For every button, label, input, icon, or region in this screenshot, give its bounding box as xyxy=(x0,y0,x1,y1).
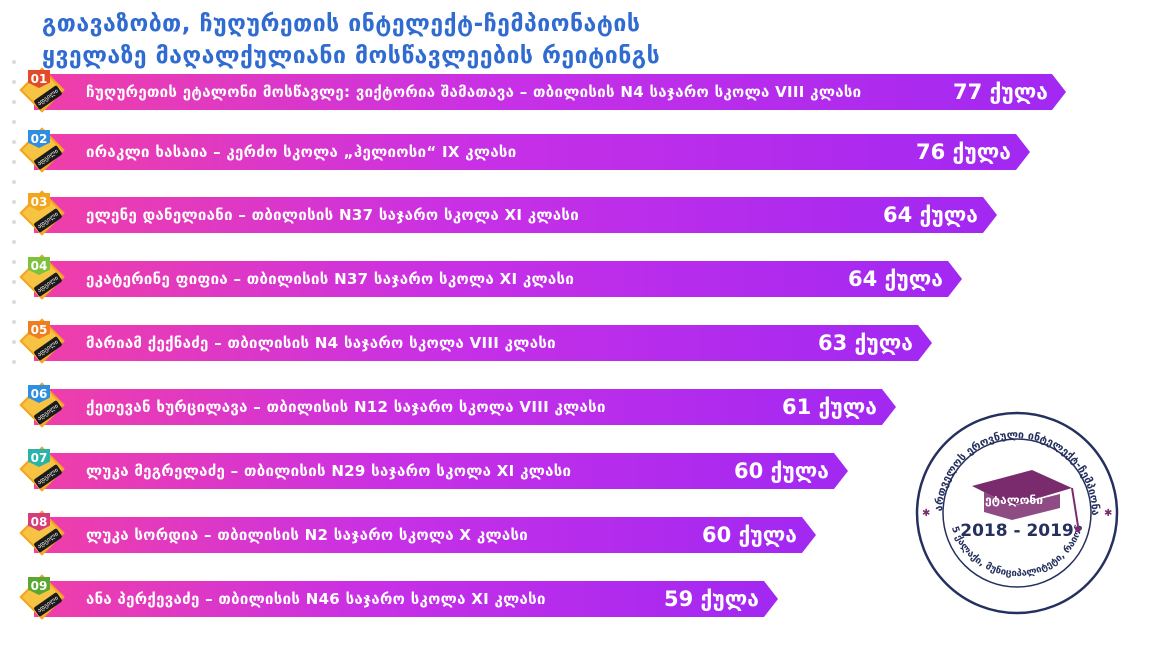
ranking-row: 06 ადგილი ქეთევან ხურცილავა – თბილისის N12… xyxy=(0,382,912,431)
student-score: 64 ქულა xyxy=(848,267,943,291)
rank-number: 02 xyxy=(28,130,50,148)
decorative-dot xyxy=(12,180,16,184)
championship-seal: საქართველოს ეროვნული ინტელექტ-ჩემპიონატი… xyxy=(912,408,1119,615)
ranking-bar xyxy=(34,261,962,297)
rank-number: 06 xyxy=(28,385,50,403)
page-title: გთავაზობთ, ჩუღურეთის ინტელექტ-ჩემპიონატი… xyxy=(42,8,660,72)
ranking-row: 09 ადგილი ანა პერქევაძე – თბილისის N46 საჯ… xyxy=(0,574,794,623)
seal-star-right: ✱ xyxy=(1104,508,1112,519)
ranking-row: 07 ადგილი ლუკა მეგრელაძე – თბილისის N29 სა… xyxy=(0,446,864,495)
rank-badge: 09 ადგილი xyxy=(19,574,66,621)
ranking-bar xyxy=(34,134,1030,170)
decorative-dot xyxy=(12,360,16,364)
rank-number: 03 xyxy=(28,193,50,211)
rank-badge: 08 ადგილი xyxy=(19,510,66,557)
ranking-row: 03 ადგილი ელენე დანელიანი – თბილისის N37 ს… xyxy=(0,190,1013,239)
rank-number: 07 xyxy=(28,449,50,467)
ranking-row: 04 ადგილი ეკატერინე ფიფია – თბილისის N37 ს… xyxy=(0,254,978,303)
student-name: მარიამ ქექნაძე – თბილისის N4 საჯარო სკოლ… xyxy=(86,334,556,352)
decorative-dot xyxy=(12,220,16,224)
student-name: ელენე დანელიანი – თბილისის N37 საჯარო სკ… xyxy=(86,206,579,224)
decorative-dot xyxy=(12,100,16,104)
student-name: ირაკლი ხასაია – კერძო სკოლა „ჰელიოსი“ IX… xyxy=(86,143,517,161)
student-score: 60 ქულა xyxy=(734,459,829,483)
graduation-cap-icon xyxy=(972,470,1081,532)
ranking-row: 02 ადგილი ირაკლი ხასაია – კერძო სკოლა „ჰელ… xyxy=(0,127,1046,176)
student-score: 76 ქულა xyxy=(916,140,1011,164)
rank-badge: 01 ადგილი xyxy=(19,67,66,114)
student-score: 63 ქულა xyxy=(818,331,913,355)
ranking-bar xyxy=(34,581,778,617)
student-name: ლუკა მეგრელაძე – თბილისის N29 საჯარო სკო… xyxy=(86,462,572,480)
student-name: ქეთევან ხურცილავა – თბილისის N12 საჯარო … xyxy=(86,398,606,416)
decorative-dot xyxy=(12,240,16,244)
student-name: ლუკა სორდია – თბილისის N2 საჯარო სკოლა X… xyxy=(86,526,529,544)
decorative-dot xyxy=(12,80,16,84)
rank-badge: 02 ადგილი xyxy=(19,127,66,174)
student-score: 64 ქულა xyxy=(883,203,978,227)
ranking-bar xyxy=(34,325,932,361)
ranking-bar xyxy=(34,197,997,233)
decorative-dot xyxy=(12,260,16,264)
ranking-bar xyxy=(34,453,848,489)
rank-badge: 05 ადგილი xyxy=(19,318,66,365)
title-line-2: ყველაზე მაღალქულიანი მოსწავლეების რეიტინ… xyxy=(42,43,661,69)
student-score: 61 ქულა xyxy=(782,395,877,419)
rank-number: 01 xyxy=(28,70,50,88)
student-name: ეკატერინე ფიფია – თბილისის N37 საჯარო სკ… xyxy=(86,270,575,288)
student-score: 60 ქულა xyxy=(702,523,797,547)
decorative-dot xyxy=(12,280,16,284)
ranking-bar xyxy=(34,517,816,553)
seal-stage-label: ეტალონი xyxy=(985,493,1043,507)
decorative-dot xyxy=(12,320,16,324)
student-score: 59 ქულა xyxy=(664,587,759,611)
rank-badge: 04 ადგილი xyxy=(19,254,66,301)
decorative-dot xyxy=(12,200,16,204)
decorative-dot xyxy=(12,160,16,164)
student-name: ანა პერქევაძე – თბილისის N46 საჯარო სკოლ… xyxy=(86,590,546,608)
ranking-bar xyxy=(34,74,1066,110)
ranking-row: 05 ადგილი მარიამ ქექნაძე – თბილისის N4 საჯ… xyxy=(0,318,948,367)
decorative-dots xyxy=(12,60,18,380)
student-name: ჩუღურეთის ეტალონი მოსწავლე: ვიქტორია შამ… xyxy=(86,83,862,101)
seal-inner-ring xyxy=(942,438,1092,588)
seal-years: 2018 - 2019 xyxy=(960,521,1074,541)
decorative-dot xyxy=(12,140,16,144)
seal-star-left: ✱ xyxy=(922,508,930,519)
rank-number: 08 xyxy=(28,513,50,531)
ranking-row: 08 ადგილი ლუკა სორდია – თბილისის N2 საჯარო… xyxy=(0,510,832,559)
ranking-bar xyxy=(34,389,896,425)
rank-badge: 07 ადგილი xyxy=(19,446,66,493)
rank-number: 05 xyxy=(28,321,50,339)
rank-number: 09 xyxy=(28,577,50,595)
rank-badge: 06 ადგილი xyxy=(19,382,66,429)
ranking-row: 01 ადგილი ჩუღურეთის ეტალონი მოსწავლე: ვიქტ… xyxy=(0,67,1082,116)
rank-badge: 03 ადგილი xyxy=(19,190,66,237)
decorative-dot xyxy=(12,60,16,64)
rank-number: 04 xyxy=(28,257,50,275)
student-score: 77 ქულა xyxy=(953,80,1048,104)
decorative-dot xyxy=(12,120,16,124)
decorative-dot xyxy=(12,340,16,344)
decorative-dot xyxy=(12,300,16,304)
title-line-1: გთავაზობთ, ჩუღურეთის ინტელექტ-ჩემპიონატი… xyxy=(42,11,641,37)
